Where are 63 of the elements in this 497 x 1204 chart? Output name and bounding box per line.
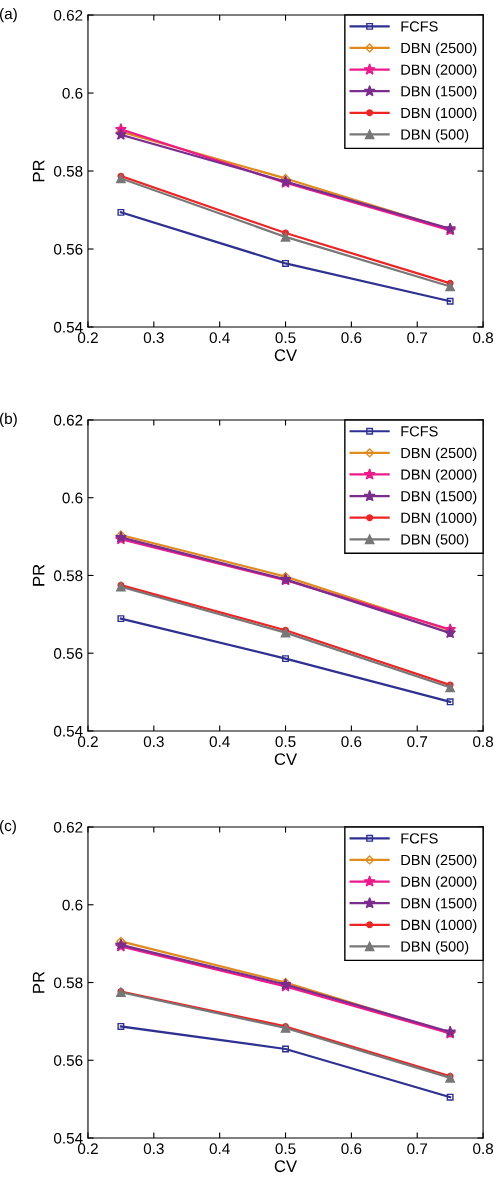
x-tick-label: 0.5 <box>275 736 296 748</box>
legend-label: DBN (2000) <box>401 876 477 890</box>
x-tick-label: 0.8 <box>473 332 494 344</box>
y-tick-label: 0.6 <box>62 899 83 911</box>
x-tick-label: 0.5 <box>275 1143 296 1155</box>
y-tick-label: 0.6 <box>62 87 83 99</box>
x-tick-label: 0.2 <box>77 736 98 748</box>
legend-label: DBN (500) <box>401 940 469 955</box>
y-tick-label: 0.54 <box>53 321 83 333</box>
x-tick-label: 0.6 <box>341 736 362 748</box>
legend-label: DBN (2500) <box>401 42 477 57</box>
chart-title: (a) <box>0 7 17 23</box>
y-tick-label: 0.56 <box>53 1055 83 1066</box>
y-tick-label: 0.58 <box>53 977 83 989</box>
x-tick-label: 0.7 <box>407 1143 428 1155</box>
x-tick-label: 0.3 <box>143 736 164 748</box>
legend-label: DBN (2500) <box>401 854 477 869</box>
legend-label: DBN (1000) <box>401 919 477 933</box>
x-tick-label: 0.4 <box>209 736 230 748</box>
x-tick-label: 0.2 <box>77 1143 98 1155</box>
legend-label: DBN (500) <box>401 533 469 548</box>
legend-label: DBN (1500) <box>401 897 477 912</box>
x-tick-label: 0.8 <box>473 736 494 748</box>
x-axis-title: CV <box>274 1160 298 1173</box>
legend-label: DBN (2000) <box>401 469 477 483</box>
x-tick-label: 0.7 <box>407 736 428 748</box>
x-tick-label: 0.4 <box>209 1143 230 1155</box>
x-axis-title: CV <box>274 349 298 362</box>
x-tick-label: 0.3 <box>143 1143 164 1155</box>
y-axis-title: PR <box>32 971 45 993</box>
y-tick-label: 0.56 <box>53 243 83 255</box>
legend-label: DBN (2000) <box>401 64 477 78</box>
x-tick-label: 0.6 <box>341 1143 362 1155</box>
y-tick-label: 0.58 <box>53 165 83 177</box>
legend-label: FCFS <box>401 21 438 32</box>
y-tick-label: 0.62 <box>53 414 83 426</box>
legend-label: DBN (1500) <box>401 85 477 100</box>
y-tick-label: 0.54 <box>53 1132 83 1144</box>
x-tick-label: 0.3 <box>143 332 164 344</box>
chart-title: (b) <box>0 412 17 428</box>
y-tick-label: 0.58 <box>53 570 83 582</box>
y-tick-label: 0.56 <box>53 648 83 659</box>
x-tick-label: 0.5 <box>275 332 296 344</box>
y-tick-label: 0.6 <box>62 492 83 504</box>
legend-label: DBN (2500) <box>401 447 477 461</box>
legend-label: DBN (1500) <box>401 490 477 505</box>
x-tick-label: 0.6 <box>341 332 362 344</box>
legend-label: FCFS <box>401 833 438 844</box>
y-tick-label: 0.62 <box>53 821 83 833</box>
y-tick-label: 0.54 <box>53 725 83 737</box>
x-tick-label: 0.4 <box>209 332 230 344</box>
legend-label: DBN (1000) <box>401 107 477 121</box>
y-axis-title: PR <box>32 160 45 182</box>
x-axis-title: CV <box>274 753 298 766</box>
x-tick-label: 0.2 <box>77 332 98 344</box>
y-tick-label: 0.62 <box>53 9 83 21</box>
y-axis-title: PR <box>32 564 45 586</box>
legend-label: FCFS <box>401 426 438 437</box>
x-tick-label: 0.7 <box>407 332 428 344</box>
legend-label: DBN (500) <box>401 128 469 143</box>
x-tick-label: 0.8 <box>473 1143 494 1155</box>
legend-label: DBN (1000) <box>401 512 477 526</box>
chart-title: (c) <box>0 819 16 835</box>
